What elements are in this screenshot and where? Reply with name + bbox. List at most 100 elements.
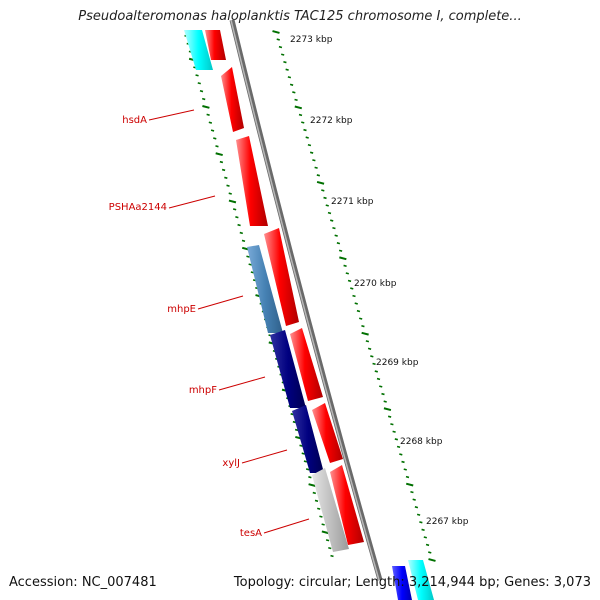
tick-mark [376,377,381,381]
tick-mark [228,199,237,204]
tick-mark [367,347,372,350]
label-pointer-line [148,109,195,121]
forward-gene-arrow[interactable] [221,67,244,132]
reverse-gene-block-mhpf[interactable] [270,330,306,408]
gene-label-xylj[interactable]: xylJ [222,458,240,469]
tick-mark [356,309,361,313]
tick-mark [210,129,215,132]
gene-label-mhpe[interactable]: mhpE [167,304,196,315]
tick-mark [339,256,347,261]
tick-mark [219,160,224,164]
tick-mark [399,453,403,456]
tick-mark [428,558,436,562]
tick-mark [294,105,303,110]
tick-mark [235,216,239,219]
label-pointer-lines [148,109,310,534]
tick-mark [215,152,223,157]
tick-mark [330,554,334,558]
tick-mark [202,105,210,109]
tick-mark [336,242,341,245]
tick-mark [421,528,425,531]
tick-mark [383,400,387,403]
blue-feature-block[interactable] [392,566,412,600]
gene-label-mhpf[interactable]: mhpF [189,385,217,396]
tick-mark [325,539,330,542]
label-pointer-line [197,295,244,310]
tick-mark [241,239,246,243]
tick-mark [365,340,370,343]
tick-mark [410,490,414,494]
tick-mark [419,521,423,524]
tick-mark [401,460,405,464]
forward-gene-arrow[interactable] [205,30,226,60]
tick-mark [301,121,305,124]
tick-mark [312,491,317,495]
tick-mark [383,407,392,412]
label-pointer-line [218,376,266,391]
tick-mark [307,143,312,147]
tick-mark [345,272,350,275]
tick-mark [325,204,329,207]
tick-mark [392,430,396,433]
kbp-label: 2269 kbp [376,358,419,368]
forward-gene-arrow[interactable] [290,328,323,401]
forward-gene-arrow[interactable] [264,228,299,326]
tick-mark [396,445,401,449]
tick-mark [237,223,241,227]
tick-mark [309,151,314,154]
tick-mark [428,551,432,554]
tick-mark [374,370,378,373]
tick-mark [303,128,307,132]
tick-mark [305,468,310,471]
tick-mark [334,234,338,237]
tick-mark [289,83,294,86]
forward-gene-arrow[interactable] [312,403,343,463]
forward-gene-arrow[interactable] [236,136,268,226]
accession-text: Accession: NC_007481 [9,575,157,590]
cyan-feature-block[interactable] [408,560,434,600]
tick-mark [321,189,325,192]
kbp-label: 2271 kbp [331,197,374,207]
tick-mark [319,515,323,518]
tick-mark [354,302,358,305]
tick-mark [370,355,374,358]
kbp-label: 2267 kbp [426,517,469,527]
tick-mark [372,362,376,366]
reverse-gene-block-tesa[interactable] [312,468,349,552]
backbone-line [229,19,383,581]
tick-mark [321,530,330,535]
tick-mark [347,279,352,283]
gene-label-hsda[interactable]: hsdA [122,115,147,126]
tick-mark [221,168,226,172]
tick-mark [308,483,316,487]
reverse-gene-block-xylj[interactable] [292,405,324,473]
genome-summary-text: Topology: circular; Length: 3,214,944 bp… [233,575,591,590]
tick-mark [405,482,414,487]
tick-marks [184,30,436,562]
tick-mark [246,255,250,258]
tick-mark [280,53,285,56]
tick-mark [285,68,289,71]
tick-mark [312,159,316,162]
tick-mark [316,180,325,185]
label-pointer-line [263,518,310,534]
tick-mark [197,82,201,85]
tick-mark [283,61,287,64]
kbp-label: 2273 kbp [290,35,333,45]
tick-mark [213,137,217,140]
tick-mark [298,113,303,117]
tick-mark [327,211,332,215]
map-title: Pseudoalteromonas haloplanktis TAC125 ch… [78,9,522,24]
tick-mark [317,507,321,510]
tick-mark [403,468,407,471]
reverse-gene-block-mhpe[interactable] [247,245,283,333]
forward-gene-arrow[interactable] [330,465,364,545]
cyan-feature-block[interactable] [184,30,213,70]
gene-label-tesa[interactable]: tesA [240,528,262,539]
tick-mark [394,438,399,441]
tick-mark [350,287,354,290]
tick-mark [423,536,428,539]
label-pointer-line [241,449,288,464]
gene-label-pshaa2144[interactable]: PSHAa2144 [109,202,167,213]
